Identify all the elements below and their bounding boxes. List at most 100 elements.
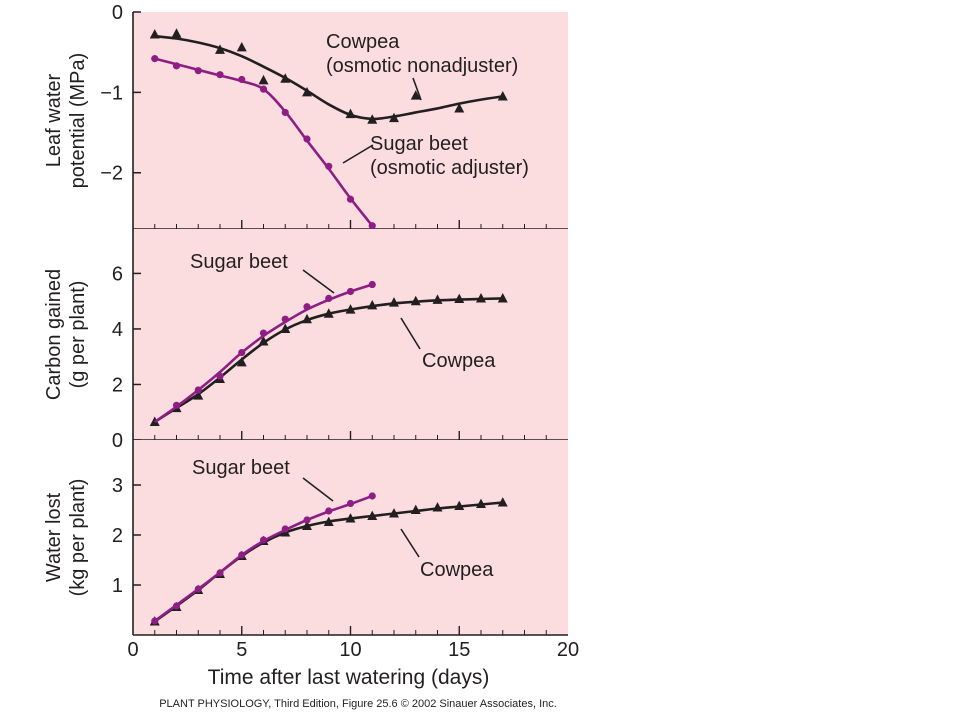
data-point-cowpea [345, 304, 356, 314]
data-point-cowpea [302, 520, 312, 531]
y-axis-label-line: Water lost [43, 492, 65, 582]
series-annotation-line: (osmotic adjuster) [370, 157, 529, 179]
data-point-sugar-beet [216, 71, 224, 79]
data-point-sugar-beet [368, 222, 376, 230]
data-point-sugar-beet [172, 401, 181, 409]
panel-2: 0 2 4 6 Carbon gained (g per plant) Sugar beet… [43, 229, 568, 452]
data-point-cowpea [454, 500, 465, 511]
y-tick-label: −2 [100, 163, 123, 185]
data-point-cowpea [410, 295, 421, 306]
series-annotation-line: Cowpea [420, 559, 494, 581]
data-point-cowpea [236, 41, 247, 52]
y-axis-label-line: Leaf water [43, 73, 65, 167]
data-point-sugar-beet [346, 195, 355, 203]
series-line-cowpea [154, 34, 503, 121]
x-axis-label: Time after last watering (days) [208, 666, 490, 689]
data-point-sugar-beet [172, 602, 181, 610]
data-point-cowpea [454, 103, 465, 113]
data-point-cowpea [367, 114, 378, 124]
data-point-cowpea [280, 73, 291, 83]
data-point-cowpea [302, 313, 312, 324]
x-axis: 0 5 10 15 20 Time after last watering (days) [127, 639, 579, 689]
series-annotation: Cowpea [420, 559, 494, 581]
data-point-sugar-beet [238, 551, 246, 559]
panel-background [133, 12, 568, 229]
series-annotation-line: Cowpea [422, 350, 496, 372]
data-point-sugar-beet [194, 585, 202, 593]
data-point-sugar-beet [216, 372, 224, 380]
data-point-cowpea [454, 293, 465, 304]
series-annotation: Sugar beet [192, 457, 290, 479]
y-tick-label: 0 [112, 2, 123, 24]
data-point-sugar-beet [303, 303, 311, 311]
data-point-cowpea [432, 502, 443, 512]
data-point-sugar-beet [151, 55, 159, 63]
data-point-cowpea [236, 356, 247, 367]
data-point-cowpea [345, 513, 356, 523]
y-tick-label: 0 [112, 430, 123, 452]
data-point-cowpea [258, 336, 269, 346]
data-point-cowpea [497, 293, 508, 303]
annotation-leader [400, 317, 421, 350]
data-point-sugar-beet [303, 135, 311, 143]
data-point-cowpea [345, 108, 356, 119]
data-point-sugar-beet [151, 617, 159, 625]
series-annotation-line: Cowpea [326, 31, 400, 53]
data-point-sugar-beet [259, 536, 268, 544]
y-axis-label-line: potential (MPa) [67, 53, 89, 189]
data-point-cowpea [410, 90, 421, 100]
data-point-cowpea [193, 390, 204, 400]
x-tick-label: 0 [127, 639, 138, 661]
y-axis-label-line: (kg per plant) [67, 479, 89, 597]
series-annotation: Sugar beet (osmotic adjuster) [370, 133, 529, 179]
y-axis-label: Carbon gained (g per plant) [43, 269, 89, 400]
data-point-cowpea [389, 297, 399, 307]
y-tick-label: −1 [100, 82, 123, 104]
y-tick-label: 1 [112, 575, 123, 597]
data-point-sugar-beet [172, 62, 181, 70]
data-point-sugar-beet [346, 499, 355, 508]
data-point-sugar-beet [238, 75, 246, 84]
panel-3: 1 2 3 Water lost (kg per plant) Sugar beet Cow… [43, 440, 568, 636]
data-point-cowpea [323, 516, 334, 527]
series-annotation: Cowpea (osmotic nonadjuster) [326, 31, 518, 77]
data-point-sugar-beet [325, 507, 333, 515]
annotation-leader [412, 77, 422, 101]
data-point-cowpea [367, 510, 378, 521]
data-point-sugar-beet [259, 329, 268, 337]
series-annotation-line: Sugar beet [190, 251, 288, 273]
data-point-cowpea [258, 74, 269, 85]
y-tick-label: 3 [112, 475, 123, 497]
data-point-cowpea [497, 90, 508, 101]
data-point-cowpea [367, 299, 378, 310]
y-axis-label-line: (g per plant) [67, 281, 89, 389]
data-point-sugar-beet [194, 386, 202, 394]
panel-background [133, 229, 568, 440]
data-point-cowpea [476, 498, 486, 509]
data-point-sugar-beet [303, 516, 311, 524]
data-point-cowpea [149, 29, 160, 39]
x-tick-label: 15 [448, 639, 470, 661]
data-point-sugar-beet [325, 294, 333, 303]
data-point-sugar-beet [346, 287, 355, 296]
data-point-sugar-beet [368, 280, 376, 289]
data-point-cowpea [389, 508, 399, 518]
data-point-sugar-beet [368, 492, 376, 500]
series-annotation-line: (osmotic nonadjuster) [326, 55, 518, 77]
panel-background [133, 440, 568, 635]
data-point-sugar-beet [194, 67, 202, 75]
y-tick-label: 2 [112, 525, 123, 547]
y-tick-label: 2 [112, 374, 123, 396]
data-point-cowpea [280, 323, 291, 333]
data-point-sugar-beet [238, 348, 246, 357]
data-point-cowpea [476, 293, 486, 303]
series-annotation-line: Sugar beet [192, 457, 290, 479]
data-point-cowpea [497, 497, 508, 507]
y-tick-label: 4 [112, 319, 123, 341]
y-axis-label: Leaf water potential (MPa) [43, 53, 89, 189]
data-point-cowpea [171, 28, 182, 38]
data-point-cowpea [389, 112, 399, 123]
data-point-cowpea [432, 294, 443, 304]
